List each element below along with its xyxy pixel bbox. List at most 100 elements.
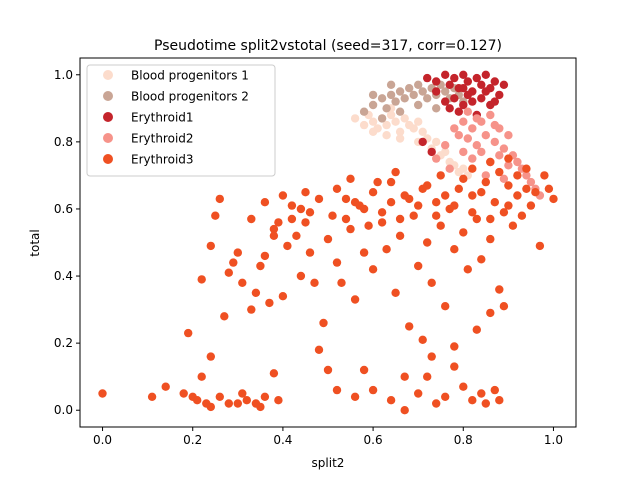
point-series-4-89 bbox=[513, 191, 522, 200]
point-series-4-92 bbox=[526, 201, 536, 210]
point-series-4-130 bbox=[414, 389, 423, 398]
x-tick-label: 0.2 bbox=[183, 433, 202, 447]
point-series-4-18 bbox=[256, 402, 265, 412]
point-series-0-6 bbox=[382, 120, 391, 130]
point-series-2-28 bbox=[445, 104, 454, 113]
point-series-4-38 bbox=[283, 241, 292, 251]
point-series-4-94 bbox=[535, 241, 545, 251]
point-series-3-11 bbox=[499, 144, 509, 153]
data-points bbox=[98, 70, 558, 415]
point-series-4-137 bbox=[477, 389, 486, 398]
point-series-4-2 bbox=[161, 382, 170, 391]
point-series-4-39 bbox=[287, 201, 297, 210]
point-series-4-157 bbox=[468, 208, 477, 217]
point-series-4-36 bbox=[274, 218, 283, 227]
point-series-4-32 bbox=[256, 261, 265, 271]
point-series-4-155 bbox=[432, 211, 441, 220]
point-series-1-1 bbox=[368, 100, 378, 110]
point-series-4-102 bbox=[332, 184, 342, 193]
chart-title: Pseudotime split2vstotal (seed=317, corr… bbox=[154, 38, 502, 54]
point-series-4-106 bbox=[405, 194, 414, 204]
point-series-4-23 bbox=[206, 241, 215, 251]
x-axis-ticks: 0.0 0.2 0.4 0.6 0.8 1.0 bbox=[93, 427, 563, 447]
point-series-1-25 bbox=[368, 90, 378, 100]
point-series-4-103 bbox=[350, 198, 360, 207]
point-series-1-16 bbox=[441, 87, 450, 96]
point-series-4-35 bbox=[269, 231, 279, 240]
point-series-2-31 bbox=[427, 147, 436, 157]
x-tick-label: 0.0 bbox=[93, 433, 112, 447]
point-series-4-111 bbox=[495, 167, 504, 177]
point-series-4-147 bbox=[269, 224, 279, 234]
point-series-3-26 bbox=[441, 141, 450, 150]
point-series-4-53 bbox=[350, 295, 360, 304]
point-series-4-4 bbox=[184, 328, 193, 338]
y-axis-ticks: 0.0 0.2 0.4 0.6 0.8 1.0 bbox=[54, 68, 80, 417]
x-axis-label: split2 bbox=[312, 456, 345, 470]
point-series-4-65 bbox=[405, 322, 414, 331]
point-series-3-5 bbox=[472, 141, 481, 150]
point-series-0-27 bbox=[368, 127, 378, 136]
point-series-2-25 bbox=[463, 90, 472, 100]
point-series-4-33 bbox=[260, 251, 270, 261]
point-series-4-87 bbox=[504, 181, 513, 190]
point-series-3-32 bbox=[472, 114, 481, 123]
point-series-4-78 bbox=[463, 265, 472, 274]
y-tick-label: 0.8 bbox=[54, 135, 73, 149]
point-series-4-114 bbox=[301, 188, 310, 197]
point-series-4-85 bbox=[495, 285, 504, 294]
point-series-1-9 bbox=[409, 90, 418, 100]
point-series-4-126 bbox=[368, 385, 378, 395]
point-series-1-21 bbox=[432, 104, 441, 113]
point-series-1-8 bbox=[405, 84, 414, 93]
point-series-4-135 bbox=[459, 382, 468, 391]
point-series-4-133 bbox=[441, 392, 450, 401]
point-series-4-52 bbox=[346, 224, 355, 234]
point-series-4-139 bbox=[490, 385, 499, 395]
point-series-1-6 bbox=[395, 87, 405, 96]
point-series-3-29 bbox=[481, 171, 490, 180]
point-series-1-5 bbox=[391, 97, 400, 106]
point-series-4-116 bbox=[391, 167, 400, 177]
point-series-3-2 bbox=[459, 117, 468, 126]
point-series-4-148 bbox=[287, 214, 297, 224]
point-series-1-0 bbox=[359, 107, 369, 116]
point-series-2-13 bbox=[490, 77, 499, 86]
point-series-2-7 bbox=[463, 77, 472, 86]
point-series-0-28 bbox=[395, 134, 405, 143]
point-series-1-22 bbox=[414, 100, 423, 110]
point-series-4-132 bbox=[432, 399, 441, 408]
point-series-4-7 bbox=[197, 372, 206, 381]
point-series-4-58 bbox=[373, 177, 382, 187]
legend-marker bbox=[103, 91, 113, 101]
point-series-4-0 bbox=[98, 389, 107, 398]
point-series-3-21 bbox=[468, 154, 477, 163]
point-series-2-3 bbox=[445, 80, 454, 90]
point-series-4-6 bbox=[193, 396, 202, 405]
point-series-0-14 bbox=[414, 117, 423, 126]
point-series-0-9 bbox=[391, 117, 400, 126]
point-series-4-101 bbox=[314, 194, 324, 204]
point-series-4-100 bbox=[296, 204, 306, 214]
point-series-4-122 bbox=[323, 365, 333, 375]
point-series-4-82 bbox=[481, 177, 490, 187]
y-tick-label: 1.0 bbox=[54, 68, 73, 82]
x-tick-label: 0.6 bbox=[364, 433, 383, 447]
point-series-3-24 bbox=[495, 151, 504, 160]
point-series-0-18 bbox=[432, 137, 441, 147]
legend: Blood progenitors 1 Blood progenitors 2 Er… bbox=[86, 64, 276, 177]
point-series-4-91 bbox=[522, 184, 531, 193]
point-series-4-43 bbox=[305, 248, 315, 257]
point-series-2-24 bbox=[481, 87, 490, 96]
point-series-3-28 bbox=[445, 164, 454, 173]
point-series-3-14 bbox=[513, 157, 522, 167]
point-series-4-123 bbox=[332, 385, 342, 395]
point-series-4-19 bbox=[260, 392, 270, 401]
point-series-4-72 bbox=[436, 221, 445, 230]
point-series-0-10 bbox=[395, 127, 405, 136]
point-series-4-40 bbox=[292, 231, 301, 240]
point-series-4-108 bbox=[441, 191, 450, 200]
point-series-2-17 bbox=[459, 100, 468, 110]
legend-marker bbox=[103, 70, 113, 80]
point-series-4-73 bbox=[441, 302, 450, 311]
